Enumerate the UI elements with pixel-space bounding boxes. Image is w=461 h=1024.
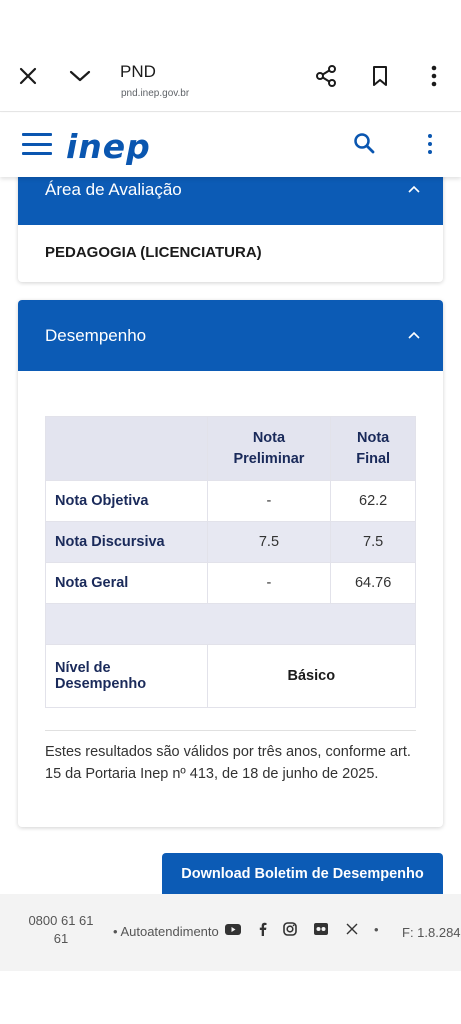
level-value: Básico bbox=[206, 644, 417, 708]
validity-note: Estes resultados são válidos por três an… bbox=[45, 744, 411, 782]
row-value-preliminar: - bbox=[206, 480, 332, 522]
area-card: Área de Avaliação PEDAGOGIA (LICENCIATUR… bbox=[18, 160, 443, 282]
table-row-level: Nível de Desempenho Básico bbox=[45, 644, 417, 708]
more-vertical-icon[interactable] bbox=[420, 131, 440, 157]
share-icon[interactable] bbox=[312, 62, 340, 90]
row-value-final: 7.5 bbox=[330, 521, 416, 563]
performance-card-title: Desempenho bbox=[45, 326, 147, 345]
footer-autoatendimento-link[interactable]: • Autoatendimento bbox=[113, 924, 219, 939]
area-card-title: Área de Avaliação bbox=[45, 180, 182, 199]
close-icon[interactable] bbox=[14, 62, 42, 90]
more-vertical-icon[interactable] bbox=[420, 62, 448, 90]
facebook-icon[interactable] bbox=[255, 921, 271, 937]
row-value-preliminar: 7.5 bbox=[206, 521, 332, 563]
chevron-up-icon[interactable] bbox=[407, 182, 421, 196]
table-row: Nota Discursiva 7.5 7.5 bbox=[45, 521, 416, 563]
row-label: Nota Objetiva bbox=[45, 480, 208, 522]
menu-icon[interactable] bbox=[22, 133, 52, 155]
search-icon[interactable] bbox=[352, 131, 378, 157]
table-spacer-row bbox=[45, 603, 416, 645]
footer-version: F: 1.8.284 bbox=[402, 925, 461, 940]
level-label: Nível de Desempenho bbox=[45, 644, 208, 708]
flickr-icon[interactable] bbox=[313, 921, 329, 937]
site-header: inep bbox=[0, 113, 461, 177]
row-value-final: 62.2 bbox=[330, 480, 416, 522]
table-spacer bbox=[45, 603, 416, 645]
footer-separator: • bbox=[374, 922, 379, 937]
page-title: PND bbox=[120, 62, 156, 81]
table-row: Nota Geral - 64.76 bbox=[45, 562, 416, 604]
inep-logo[interactable]: inep bbox=[66, 127, 151, 166]
page-url[interactable]: pnd.inep.gov.br bbox=[121, 88, 190, 99]
performance-card: Desempenho Nota Preliminar Nota Final Nota… bbox=[18, 300, 443, 827]
column-header-final: Nota Final bbox=[330, 416, 416, 481]
area-value: PEDAGOGIA (LICENCIATURA) bbox=[45, 244, 262, 261]
footer-phone[interactable]: 0800 61 61 61 bbox=[28, 913, 94, 946]
x-icon[interactable] bbox=[344, 921, 360, 937]
instagram-icon[interactable] bbox=[282, 921, 298, 937]
table-row: Nota Objetiva - 62.2 bbox=[45, 480, 416, 522]
download-report-button[interactable]: Download Boletim de Desempenho bbox=[162, 853, 443, 894]
table-header-empty bbox=[45, 416, 208, 481]
column-header-preliminar: Nota Preliminar bbox=[206, 416, 332, 481]
bookmark-icon[interactable] bbox=[366, 62, 394, 90]
row-value-final: 64.76 bbox=[330, 562, 416, 604]
performance-card-header[interactable]: Desempenho bbox=[18, 300, 443, 371]
chevron-down-icon[interactable] bbox=[66, 62, 94, 90]
chevron-up-icon[interactable] bbox=[407, 328, 421, 342]
row-value-preliminar: - bbox=[206, 562, 332, 604]
footer: 0800 61 61 61 • Autoatendimento • F: 1.8… bbox=[0, 894, 461, 971]
row-label: Nota Discursiva bbox=[45, 521, 208, 563]
table-header-row: Nota Preliminar Nota Final bbox=[45, 416, 416, 481]
youtube-icon[interactable] bbox=[224, 921, 242, 937]
browser-toolbar: PND pnd.inep.gov.br bbox=[0, 40, 461, 112]
divider bbox=[45, 730, 416, 731]
scores-table: Nota Preliminar Nota Final Nota Objetiva -… bbox=[45, 416, 417, 708]
row-label: Nota Geral bbox=[45, 562, 208, 604]
